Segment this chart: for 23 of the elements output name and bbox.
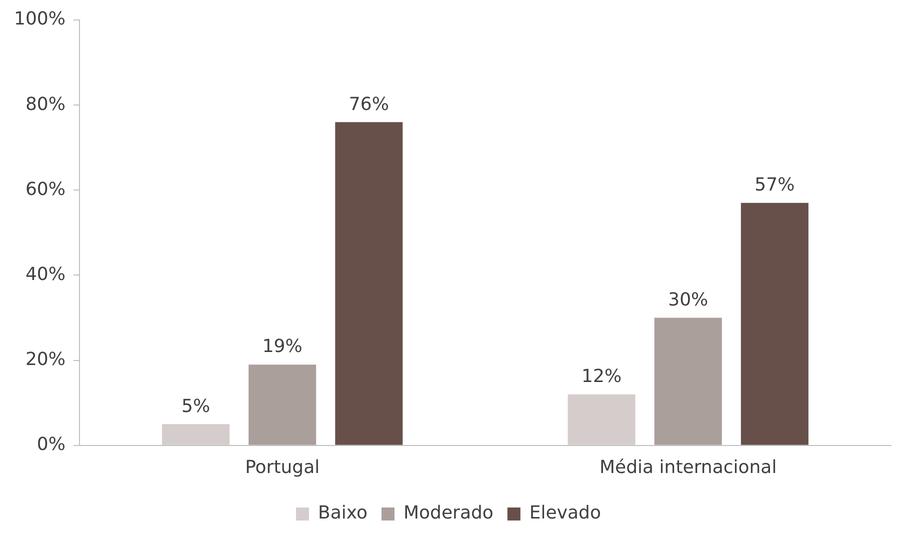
y-tick-label: 0% [36,434,66,456]
bar [248,364,316,445]
data-label: 76% [348,94,389,115]
y-tick-label: 20% [25,348,66,370]
data-label: 57% [754,174,795,196]
bar [568,394,636,445]
y-tick-label: 60% [25,178,66,200]
x-tick-label: Média internacional [600,456,777,478]
data-label: 5% [182,396,210,417]
x-tick-label: Portugal [245,456,320,478]
data-label: 12% [582,366,622,388]
legend-label: Moderado [404,502,494,524]
y-tick-label: 100% [14,8,66,30]
y-tick-label: 40% [25,264,66,285]
bar [162,424,230,445]
data-label: 30% [668,289,708,310]
bar [654,318,722,445]
legend-label: Baixo [318,502,368,524]
legend-label: Elevado [529,502,601,524]
y-tick-label: 80% [25,94,66,115]
bar [740,202,808,445]
data-label: 19% [262,336,302,358]
bar [335,122,403,445]
